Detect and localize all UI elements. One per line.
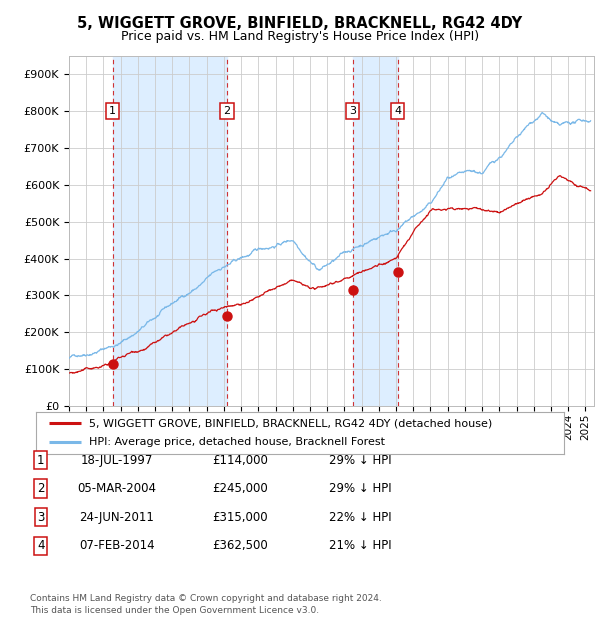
Text: £245,000: £245,000 [212, 482, 268, 495]
Text: Contains HM Land Registry data © Crown copyright and database right 2024.
This d: Contains HM Land Registry data © Crown c… [30, 594, 382, 615]
Text: 22% ↓ HPI: 22% ↓ HPI [329, 511, 391, 523]
Bar [353, 56, 398, 406]
Text: 07-FEB-2014: 07-FEB-2014 [79, 539, 155, 552]
Text: 29% ↓ HPI: 29% ↓ HPI [329, 454, 391, 466]
Text: 1: 1 [37, 454, 44, 466]
Text: 3: 3 [37, 511, 44, 523]
Text: 18-JUL-1997: 18-JUL-1997 [81, 454, 153, 466]
Text: 21% ↓ HPI: 21% ↓ HPI [329, 539, 391, 552]
Text: £315,000: £315,000 [212, 511, 268, 523]
Text: 24-JUN-2011: 24-JUN-2011 [80, 511, 154, 523]
Text: £362,500: £362,500 [212, 539, 268, 552]
Text: Price paid vs. HM Land Registry's House Price Index (HPI): Price paid vs. HM Land Registry's House … [121, 30, 479, 43]
Text: 5, WIGGETT GROVE, BINFIELD, BRACKNELL, RG42 4DY (detached house): 5, WIGGETT GROVE, BINFIELD, BRACKNELL, R… [89, 418, 492, 428]
Text: £114,000: £114,000 [212, 454, 268, 466]
Text: 2: 2 [37, 482, 44, 495]
Text: HPI: Average price, detached house, Bracknell Forest: HPI: Average price, detached house, Brac… [89, 438, 385, 448]
Text: 4: 4 [394, 106, 401, 116]
Text: 29% ↓ HPI: 29% ↓ HPI [329, 482, 391, 495]
Text: 5, WIGGETT GROVE, BINFIELD, BRACKNELL, RG42 4DY: 5, WIGGETT GROVE, BINFIELD, BRACKNELL, R… [77, 16, 523, 30]
Text: 05-MAR-2004: 05-MAR-2004 [77, 482, 157, 495]
Text: 1: 1 [109, 106, 116, 116]
Text: 2: 2 [223, 106, 230, 116]
Bar [113, 56, 227, 406]
Text: 4: 4 [37, 539, 44, 552]
Text: 3: 3 [349, 106, 356, 116]
